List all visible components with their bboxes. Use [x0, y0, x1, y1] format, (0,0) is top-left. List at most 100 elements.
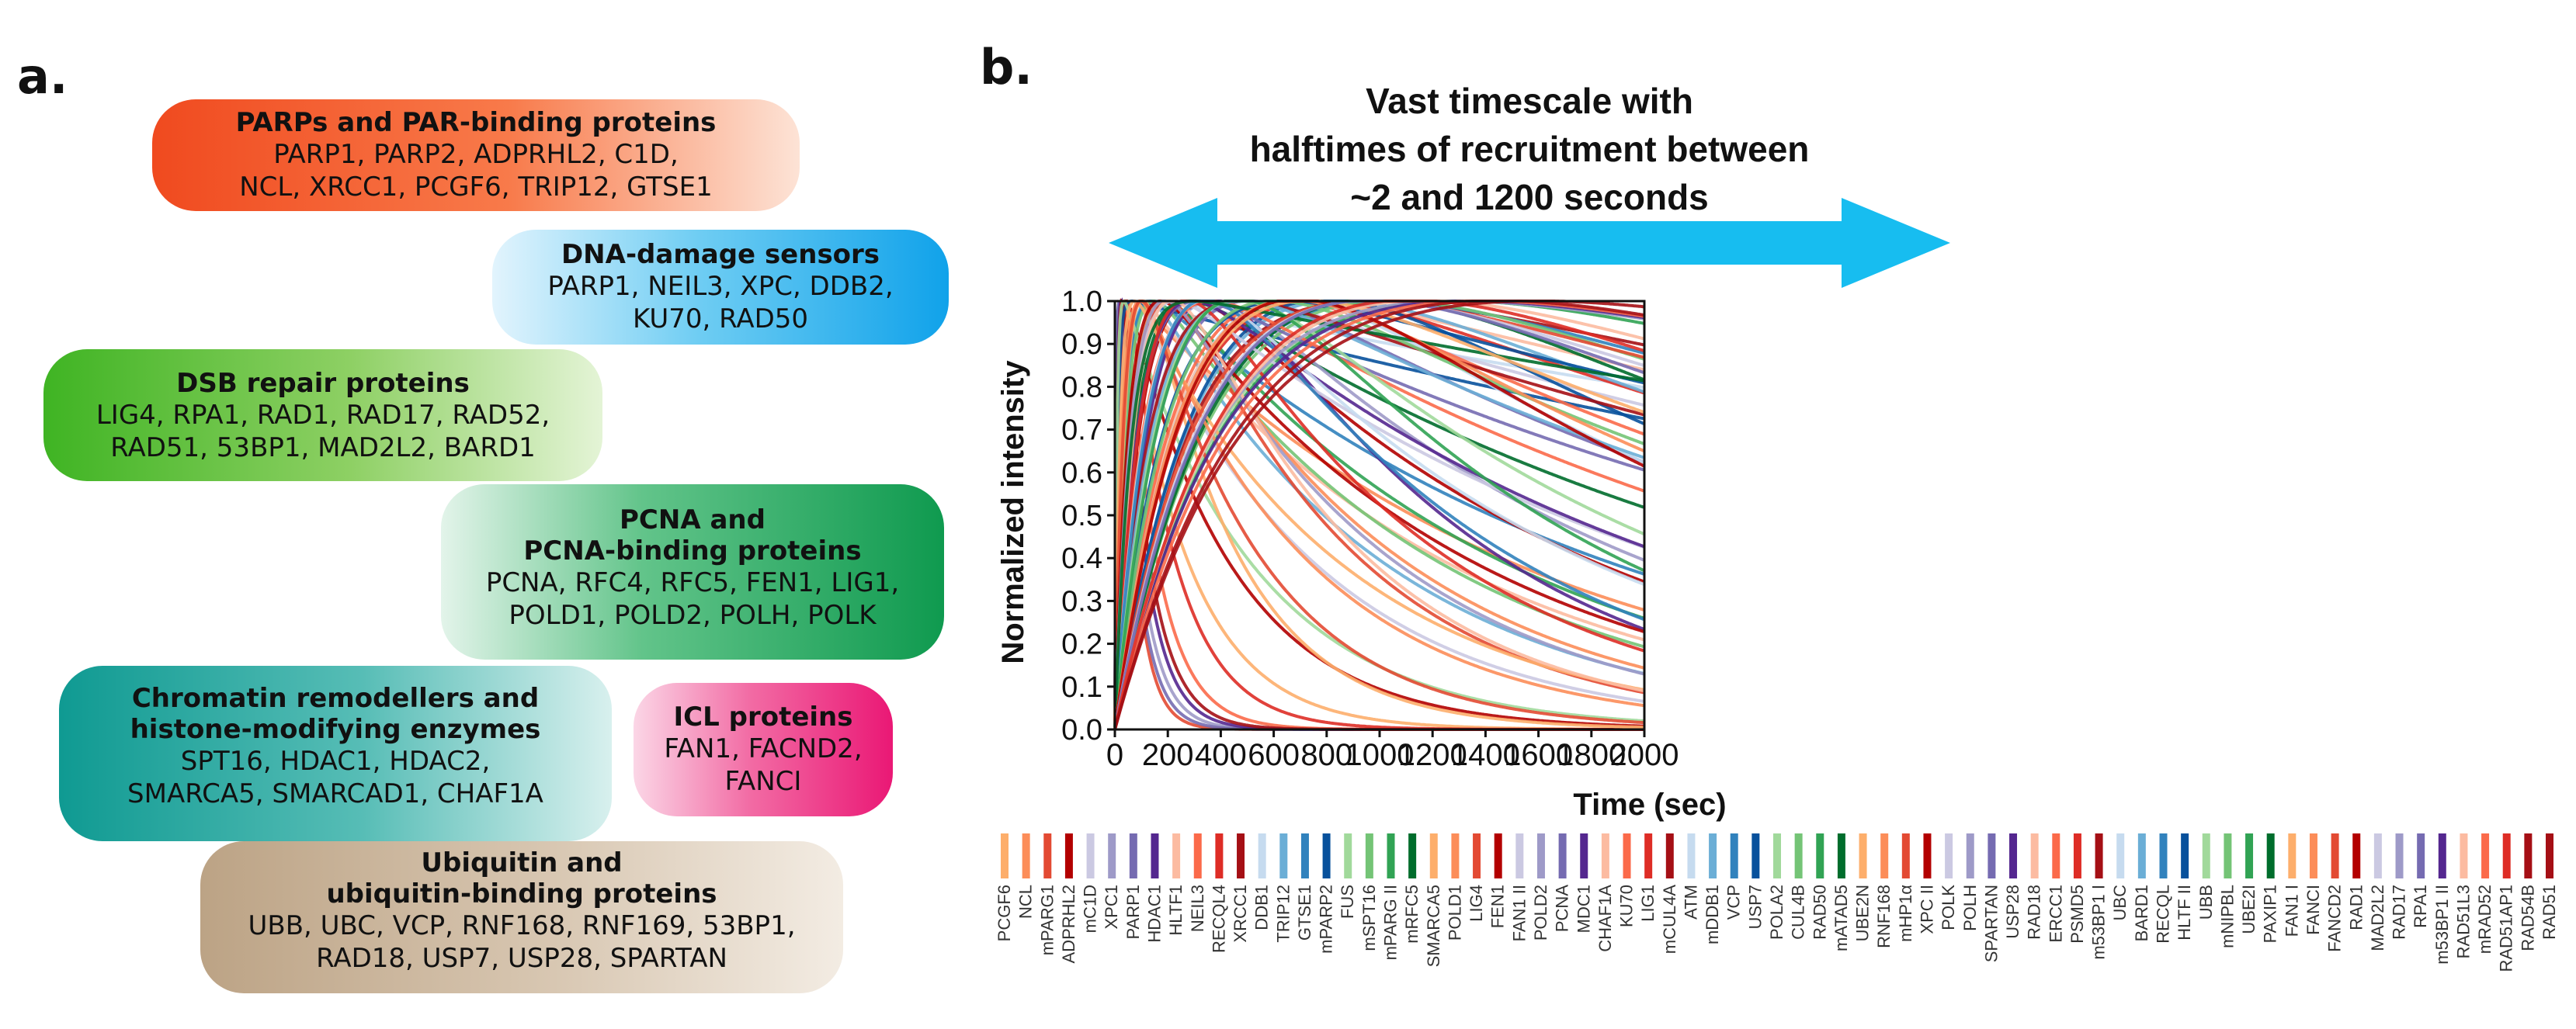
- legend-label: MDC1: [1574, 885, 1593, 933]
- group-title: DNA-damage sensors: [561, 239, 880, 270]
- legend-label: mCUL4A: [1660, 885, 1679, 955]
- legend: PCGF6 NCL mPARG1 ADPRHL2 mC1D XPC1 PARP1 HDAC1 H…: [995, 833, 2559, 972]
- legend-label: m53BP1 I: [2089, 885, 2109, 960]
- legend-label: mSPT16: [1359, 885, 1379, 951]
- legend-label: PCGF6: [995, 885, 1014, 941]
- legend-label: mRAD52: [2475, 885, 2494, 954]
- legend-label: mATAD5: [1831, 885, 1851, 951]
- group-card-dna-sensors: DNA-damage sensors PARP1, NEIL3, XPC, DD…: [492, 230, 949, 345]
- series-line-rad51: [1113, 300, 1645, 730]
- group-title: PARPs and PAR-binding proteins: [235, 107, 717, 138]
- legend-label: XPC II: [1917, 885, 1936, 934]
- legend-label: HLTF II: [2175, 885, 2194, 941]
- legend-label: KU70: [1617, 885, 1637, 927]
- series-line-adprhl2: [1113, 300, 1644, 730]
- legend-label: mPARG II: [1381, 885, 1401, 960]
- legend-label: UBE2I: [2239, 885, 2258, 934]
- group-proteins-line: POLD1, POLD2, POLH, POLK: [509, 600, 877, 631]
- legend-label: VCP: [1724, 885, 1744, 920]
- group-proteins-line: PCNA, RFC4, RFC5, FEN1, LIG1,: [485, 567, 900, 598]
- legend-label: RECQL: [2154, 885, 2173, 944]
- legend-label: mPARP2: [1317, 885, 1336, 954]
- legend-label: MAD2L2: [2368, 885, 2387, 951]
- group-title: Ubiquitin and ubiquitin-binding proteins: [326, 847, 717, 909]
- legend-label: FANCD2: [2325, 885, 2345, 952]
- legend-label: POLK: [1939, 885, 1958, 930]
- series-line-ube2n: [1113, 299, 1645, 730]
- x-axis-label: Time (sec): [1573, 788, 1726, 822]
- legend-label: GTSE1: [1295, 885, 1314, 941]
- legend-label: FAN1 I: [2282, 885, 2301, 937]
- legend-label: PARP1: [1123, 885, 1143, 940]
- legend-label: RNF168: [1874, 885, 1894, 948]
- legend-label: LIG4: [1467, 885, 1486, 922]
- legend-label: RECQL4: [1209, 885, 1228, 953]
- legend-label: USP7: [1745, 885, 1765, 929]
- legend-label: m53BP1 II: [2432, 885, 2452, 965]
- legend-label: BARD1: [2132, 885, 2151, 941]
- legend-label: NCL: [1016, 885, 1036, 919]
- y-tick-label: 0.3: [1061, 585, 1102, 618]
- y-tick-label: 0.9: [1061, 328, 1102, 361]
- x-tick-label: 200: [1142, 738, 1194, 772]
- series-line-psmd5: [1113, 300, 1645, 730]
- annotation-line: ~2 and 1200 seconds: [1350, 177, 1709, 217]
- group-card-ubiquitin: Ubiquitin and ubiquitin-binding proteins…: [200, 841, 843, 993]
- group-proteins-line: SPT16, HDAC1, HDAC2,: [180, 746, 491, 777]
- group-proteins-line: PARP1, PARP2, ADPRHL2, C1D,: [273, 139, 679, 170]
- group-proteins-line: FANCI: [724, 766, 802, 797]
- group-proteins-line: KU70, RAD50: [632, 303, 809, 334]
- legend-label: RAD51L3: [2453, 885, 2473, 958]
- legend-label: POLA2: [1767, 885, 1786, 940]
- legend-label: POLD2: [1531, 885, 1550, 941]
- group-proteins-line: FAN1, FACND2,: [664, 733, 863, 764]
- legend-label: HDAC1: [1144, 885, 1164, 943]
- group-proteins-line: PARP1, NEIL3, XPC, DDB2,: [547, 271, 894, 302]
- y-tick-label: 1.0: [1061, 286, 1102, 318]
- legend-label: SPARTAN: [1981, 885, 2001, 962]
- legend-label: mDDB1: [1703, 885, 1722, 944]
- legend-label: RAD51: [2540, 885, 2559, 940]
- panel-a-label: a.: [17, 48, 68, 105]
- annotation-line: Vast timescale with: [1366, 81, 1693, 121]
- annotation-line: halftimes of recruitment between: [1250, 129, 1810, 169]
- legend-label: RAD1: [2346, 885, 2366, 930]
- y-tick-label: 0.5: [1061, 500, 1102, 532]
- group-proteins-line: UBB, UBC, VCP, RNF168, RNF169, 53BP1,: [248, 910, 796, 941]
- series-line-m53bp1-i: [1113, 300, 1645, 730]
- legend-label: RAD18: [2025, 885, 2044, 940]
- legend-label: UBB: [2196, 885, 2216, 920]
- legend-label: USP28: [2003, 885, 2022, 939]
- group-proteins-line: RAD51, 53BP1, MAD2L2, BARD1: [110, 432, 536, 463]
- group-card-parps: PARPs and PAR-binding proteins PARP1, PA…: [152, 99, 800, 211]
- x-tick-label: 1800: [1557, 738, 1626, 772]
- legend-label: ADPRHL2: [1059, 885, 1078, 963]
- legend-label: UBC: [2110, 885, 2130, 921]
- double-arrow-icon: [1109, 198, 1950, 288]
- series-line-ube2i: [1113, 300, 1645, 730]
- legend-label: FEN1: [1488, 885, 1508, 928]
- y-tick-label: 0.1: [1061, 671, 1102, 704]
- x-tick-label: 2000: [1610, 738, 1679, 772]
- timescale-arrow: Vast timescale with halftimes of recruit…: [1109, 81, 1950, 288]
- legend-label: RAD17: [2390, 885, 2409, 940]
- x-tick-label: 1600: [1504, 738, 1573, 772]
- x-tick-label: 1000: [1345, 738, 1415, 772]
- legend-label: mNIPBL: [2217, 885, 2237, 948]
- x-tick-label: 800: [1300, 738, 1352, 772]
- legend-label: FUS: [1338, 885, 1357, 919]
- legend-label: DDB1: [1252, 885, 1272, 930]
- legend-label: ERCC1: [2046, 885, 2065, 943]
- group-proteins-line: LIG4, RPA1, RAD1, RAD17, RAD52,: [95, 400, 550, 431]
- legend-label: mPARG1: [1037, 885, 1057, 955]
- legend-label: ATM: [1681, 885, 1700, 920]
- group-card-icl: ICL proteins FAN1, FACND2, FANCI: [634, 683, 893, 816]
- x-tick-label: 0: [1106, 738, 1123, 772]
- legend-label: RPA1: [2411, 885, 2430, 928]
- y-tick-label: 0.7: [1061, 414, 1102, 447]
- legend-label: PAXIP1: [2261, 885, 2280, 943]
- y-tick-label: 0.4: [1061, 542, 1102, 575]
- series-line-rad18: [1113, 300, 1645, 730]
